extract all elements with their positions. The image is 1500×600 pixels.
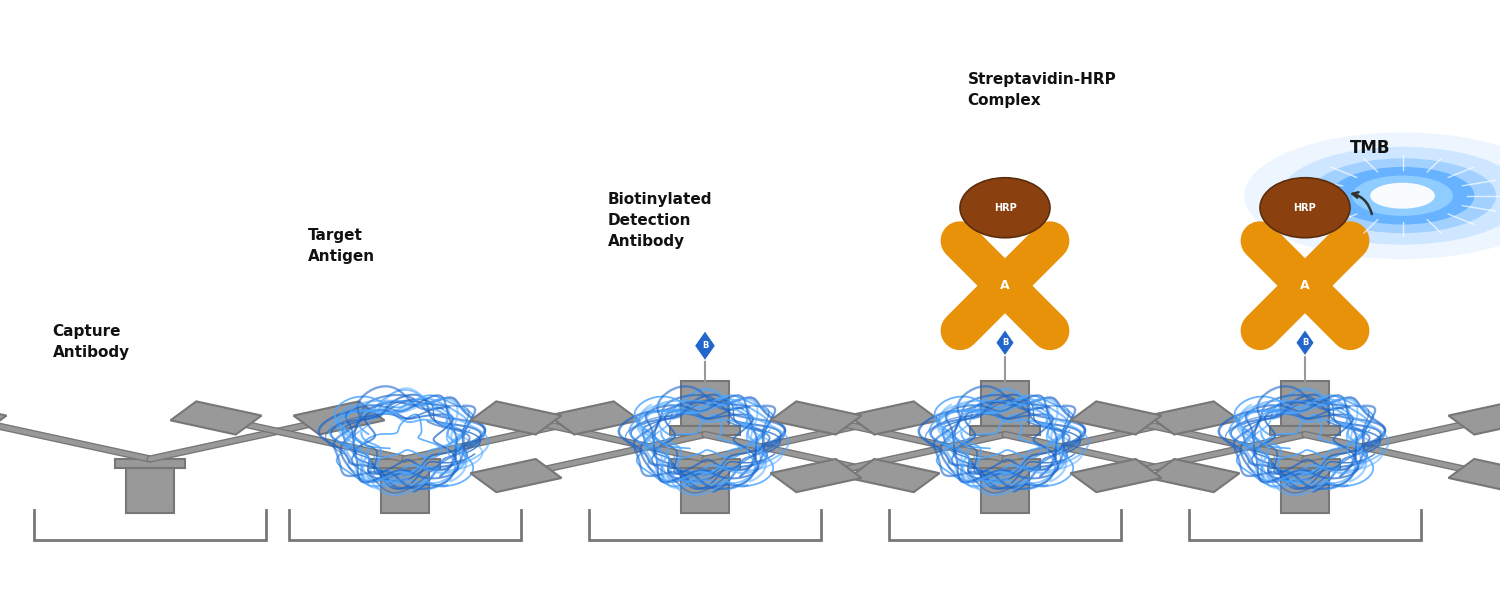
Circle shape [1310,158,1496,233]
FancyBboxPatch shape [969,426,1041,434]
Polygon shape [1296,329,1314,356]
FancyBboxPatch shape [771,401,861,434]
Polygon shape [694,331,715,361]
FancyBboxPatch shape [471,459,561,492]
FancyBboxPatch shape [1269,426,1341,434]
FancyBboxPatch shape [171,401,261,434]
FancyBboxPatch shape [369,459,441,467]
Text: TMB: TMB [1350,139,1390,157]
FancyBboxPatch shape [381,467,429,513]
Polygon shape [1332,234,1358,258]
FancyBboxPatch shape [1269,459,1341,467]
FancyBboxPatch shape [1149,401,1239,434]
Text: HRP: HRP [1293,203,1317,213]
Polygon shape [952,234,978,258]
Polygon shape [1252,234,1278,258]
FancyBboxPatch shape [669,459,741,467]
FancyBboxPatch shape [471,401,561,434]
FancyBboxPatch shape [114,459,186,467]
Text: HRP: HRP [993,203,1017,213]
FancyBboxPatch shape [981,467,1029,513]
FancyBboxPatch shape [969,459,1041,467]
Text: Streptavidin-HRP
Complex: Streptavidin-HRP Complex [968,72,1116,108]
Polygon shape [996,329,1014,356]
FancyBboxPatch shape [849,401,939,434]
FancyBboxPatch shape [981,380,1029,426]
Polygon shape [1032,313,1058,338]
FancyBboxPatch shape [669,426,741,434]
FancyBboxPatch shape [849,459,939,492]
Circle shape [1244,133,1500,259]
FancyBboxPatch shape [126,467,174,513]
Text: Capture
Antibody: Capture Antibody [53,324,129,360]
FancyBboxPatch shape [681,467,729,513]
Text: A: A [1000,279,1010,292]
Text: Biotinylated
Detection
Antibody: Biotinylated Detection Antibody [608,192,712,249]
Polygon shape [952,313,978,338]
FancyBboxPatch shape [1281,380,1329,426]
Ellipse shape [1260,178,1350,238]
Circle shape [1370,183,1436,209]
FancyBboxPatch shape [1149,459,1239,492]
Text: Target
Antigen: Target Antigen [308,228,375,264]
FancyBboxPatch shape [0,401,6,434]
Text: A: A [1300,279,1310,292]
FancyBboxPatch shape [771,459,861,492]
Polygon shape [1252,313,1278,338]
FancyBboxPatch shape [1071,459,1161,492]
Ellipse shape [960,178,1050,238]
Circle shape [1330,167,1474,224]
Text: B: B [702,341,708,350]
Text: B: B [1302,338,1308,347]
Polygon shape [1032,234,1058,258]
Polygon shape [1332,313,1358,338]
FancyBboxPatch shape [549,401,639,434]
Circle shape [1280,147,1500,245]
Circle shape [1352,176,1454,216]
FancyBboxPatch shape [1449,459,1500,492]
FancyBboxPatch shape [681,380,729,426]
FancyBboxPatch shape [1071,401,1161,434]
FancyBboxPatch shape [1281,467,1329,513]
FancyBboxPatch shape [1449,401,1500,434]
Text: B: B [1002,338,1008,347]
FancyBboxPatch shape [294,401,384,434]
